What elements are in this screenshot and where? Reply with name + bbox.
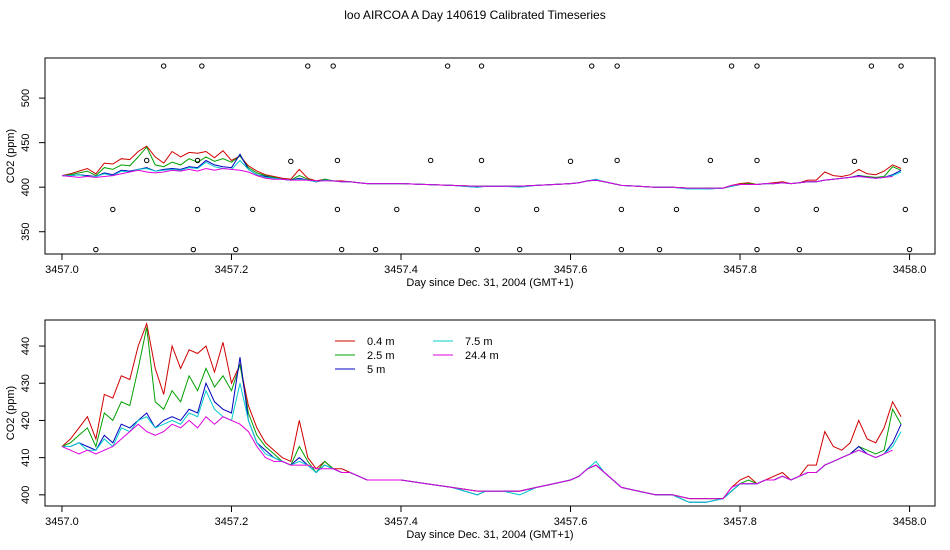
panel1-calibration-point — [478, 157, 485, 164]
panel1-x-tick-label: 3457.2 — [215, 264, 249, 276]
panel2-x-tick-label: 3458.0 — [893, 516, 927, 528]
panel1-calibration-point — [754, 63, 760, 69]
panel1-calibration-point — [707, 157, 714, 164]
panel1-x-tick-label: 3457.4 — [384, 264, 418, 276]
panel2-series-line-4 — [62, 383, 902, 503]
panel2-x-tick-label: 3457.2 — [215, 516, 249, 528]
panel1-calibration-point — [656, 246, 663, 253]
panel1-y-tick-label: 350 — [20, 223, 32, 241]
panel1-calibration-point — [898, 63, 904, 69]
panel2-x-tick-label: 3457.0 — [45, 516, 79, 528]
panel1-series-line-5 — [61, 167, 893, 189]
panel1-calibration-point — [394, 206, 400, 213]
panel1-calibration-point — [427, 157, 434, 164]
panel1-calibration-point — [194, 157, 201, 164]
panel2-x-tick-label: 3457.8 — [723, 516, 757, 528]
panel2-plot-frame — [44, 319, 936, 507]
panel1-x-tick-label: 3457.8 — [723, 264, 757, 276]
panel1-y-tick-label: 500 — [20, 89, 32, 107]
panel2-y-tick-label: 420 — [20, 411, 32, 429]
panel1-calibration-point — [868, 63, 875, 69]
legend-label-5: 24.4 m — [465, 350, 499, 362]
panel1-calibration-point — [567, 158, 574, 165]
legend-label-3: 5 m — [367, 364, 385, 376]
panel1-calibration-point — [902, 157, 909, 164]
panel1-calibration-point — [618, 206, 625, 213]
panel1-calibration-point — [754, 157, 760, 164]
panel1-calibration-point — [728, 63, 735, 69]
panel2-x-axis-label: Day since Dec. 31, 2004 (GMT+1) — [406, 529, 573, 541]
panel2-y-tick-label: 430 — [20, 374, 32, 392]
panel1-y-tick-label: 450 — [20, 133, 32, 151]
panel1-calibration-point — [194, 206, 201, 213]
panel2-y-tick-label: 410 — [20, 448, 32, 466]
panel2-y-tick-label: 400 — [20, 486, 32, 504]
panel1-calibration-point — [372, 246, 379, 253]
panel1-calibration-point — [199, 63, 205, 69]
panel1-x-tick-label: 3457.6 — [554, 264, 588, 276]
panel1-x-tick-label: 3458.0 — [893, 264, 927, 276]
panel1-calibration-point — [851, 158, 858, 165]
panel1-calibration-point — [589, 63, 595, 69]
panel1-calibration-point — [474, 206, 480, 213]
panel1-calibration-point — [190, 246, 197, 253]
panel2-series-line-5 — [61, 415, 893, 500]
panel2-y-tick-label: 440 — [20, 337, 32, 355]
panel1-calibration-point — [474, 246, 480, 253]
panel1-calibration-point — [110, 206, 116, 213]
panel1-plot-frame — [44, 57, 936, 255]
panel1-y-tick-label: 400 — [20, 178, 32, 196]
legend-label-2: 2.5 m — [367, 350, 395, 362]
panel1-calibration-point — [673, 206, 680, 213]
panel1-calibration-point — [93, 246, 99, 253]
panel1-series-line-4 — [62, 159, 902, 190]
panel1-calibration-point — [813, 206, 820, 213]
panel1-calibration-point — [618, 246, 625, 253]
panel1-calibration-point — [444, 63, 451, 69]
panel1-calibration-point — [516, 246, 523, 253]
panel2-x-tick-label: 3457.6 — [554, 516, 588, 528]
panel1-y-axis-label: CO2 (ppm) — [5, 129, 17, 183]
panel1-calibration-point — [338, 246, 345, 253]
panel1-calibration-point — [144, 157, 150, 164]
panel1-calibration-point — [334, 206, 341, 213]
panel2-x-tick-label: 3457.4 — [384, 516, 418, 528]
panel1-calibration-point — [233, 246, 239, 253]
panel1-calibration-point — [614, 157, 620, 164]
panel1-calibration-point — [305, 63, 311, 69]
panel1-calibration-point — [533, 206, 540, 213]
panel2-y-axis-label: CO2 (ppm) — [5, 386, 17, 440]
panel1-calibration-point — [906, 246, 913, 253]
panel1-calibration-point — [754, 246, 760, 253]
panel1-calibration-point — [330, 63, 336, 69]
panel1-x-axis-label: Day since Dec. 31, 2004 (GMT+1) — [406, 277, 573, 289]
panel1-calibration-point — [288, 158, 294, 165]
panel1-calibration-point — [334, 157, 341, 164]
panel1-calibration-point — [478, 63, 485, 69]
panel1-calibration-point — [754, 206, 760, 213]
panel1-calibration-point — [796, 246, 803, 253]
legend-label-4: 7.5 m — [465, 336, 493, 348]
panel1-calibration-point — [902, 206, 909, 213]
panel1-x-tick-label: 3457.0 — [45, 264, 79, 276]
panel1-calibration-point — [249, 206, 256, 213]
figure-title: loo AIRCOA A Day 140619 Calibrated Times… — [344, 8, 605, 22]
panel1-calibration-point — [614, 63, 620, 69]
panel1-calibration-point — [160, 63, 167, 69]
legend-label-1: 0.4 m — [367, 336, 395, 348]
